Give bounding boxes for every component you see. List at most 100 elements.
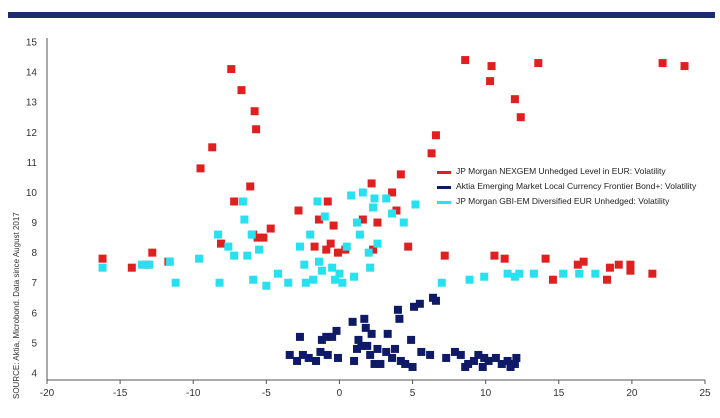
point-series-2 [382, 347, 391, 356]
top-accent-bar [8, 12, 715, 18]
y-tick-label: 14 [26, 68, 38, 79]
point-series-3 [165, 257, 174, 266]
point-series-1 [461, 56, 470, 65]
legend-swatch [437, 171, 451, 174]
point-series-1 [98, 254, 107, 263]
legend-swatch [437, 201, 451, 204]
point-series-2 [484, 356, 493, 365]
point-series-2 [464, 359, 473, 368]
point-series-3 [238, 197, 247, 206]
point-series-3 [240, 215, 249, 224]
x-tick-label: 25 [699, 388, 711, 399]
point-series-1 [310, 242, 319, 251]
point-series-3 [300, 260, 309, 269]
point-series-1 [266, 224, 275, 233]
point-series-1 [217, 239, 226, 248]
point-series-2 [408, 362, 417, 371]
x-tick-label: 15 [553, 388, 565, 399]
point-series-2 [357, 341, 366, 350]
x-tick-label: -15 [113, 388, 128, 399]
point-series-1 [440, 251, 449, 260]
point-series-2 [497, 359, 506, 368]
point-series-1 [500, 254, 509, 263]
point-series-3 [255, 245, 264, 254]
x-tick-label: -10 [186, 388, 201, 399]
point-series-2 [293, 356, 302, 365]
point-series-1 [246, 182, 255, 191]
point-series-3 [274, 269, 283, 278]
point-series-1 [579, 257, 588, 266]
point-series-2 [361, 323, 370, 332]
point-series-3 [317, 266, 326, 275]
point-series-2 [333, 353, 342, 362]
x-tick-label: -20 [40, 388, 55, 399]
point-series-3 [510, 272, 519, 281]
y-tick-label: 8 [31, 248, 37, 259]
point-series-1 [369, 245, 378, 254]
point-series-3 [98, 263, 107, 272]
point-series-1 [680, 62, 689, 71]
point-series-2 [407, 335, 416, 344]
point-series-1 [367, 179, 376, 188]
y-ticks: 4 5 6 7 8 9 10 11 12 13 14 15 [26, 38, 38, 380]
point-series-2 [332, 326, 341, 335]
point-series-3 [591, 269, 600, 278]
point-series-2 [393, 305, 402, 314]
point-series-3 [145, 260, 154, 269]
y-tick-label: 6 [31, 308, 37, 319]
point-series-1 [404, 242, 413, 251]
point-series-3 [373, 239, 382, 248]
point-series-1 [237, 86, 246, 95]
point-series-2 [506, 362, 515, 371]
y-tick-label: 13 [26, 98, 38, 109]
point-series-3 [575, 269, 584, 278]
point-series-1 [510, 95, 519, 104]
point-series-2 [360, 314, 369, 323]
x-ticks: -20 -15 -10 -5 0 5 10 15 20 25 [40, 380, 711, 399]
point-series-2 [401, 359, 410, 368]
point-series-1 [323, 197, 332, 206]
point-series-2 [312, 356, 321, 365]
point-series-1 [490, 251, 499, 260]
point-series-2 [426, 350, 435, 359]
x-tick-label: 5 [410, 388, 416, 399]
point-series-3 [338, 278, 347, 287]
point-series-3 [331, 275, 340, 284]
point-series-1 [314, 215, 323, 224]
point-series-3 [342, 242, 351, 251]
point-series-3 [328, 263, 337, 272]
point-series-1 [614, 260, 623, 269]
point-series-2 [295, 332, 304, 341]
point-series-2 [370, 359, 379, 368]
point-series-3 [243, 251, 252, 260]
point-series-2 [298, 350, 307, 359]
legend: JP Morgan NEXGEM Unhedged Level in EUR: … [432, 160, 702, 210]
point-series-3 [314, 257, 323, 266]
point-series-3 [503, 269, 512, 278]
point-series-2 [474, 350, 483, 359]
point-series-1 [227, 65, 236, 74]
point-series-3 [214, 230, 223, 239]
point-series-3 [437, 278, 446, 287]
point-series-1 [250, 107, 259, 116]
point-series-2 [450, 347, 459, 356]
point-series-1 [253, 233, 262, 242]
y-tick-label: 12 [26, 128, 38, 139]
point-series-1 [605, 263, 614, 272]
point-series-2 [317, 335, 326, 344]
y-tick-label: 11 [27, 158, 38, 169]
x-tick-label: -5 [262, 388, 271, 399]
y-tick-label: 9 [31, 218, 37, 229]
point-series-1 [541, 254, 550, 263]
point-series-1 [388, 188, 397, 197]
y-tick-label: 15 [26, 38, 38, 49]
point-series-3 [138, 260, 147, 269]
point-series-3 [284, 278, 293, 287]
point-series-3 [411, 200, 420, 209]
point-series-3 [370, 194, 379, 203]
point-series-1 [333, 248, 342, 257]
point-series-3 [529, 269, 538, 278]
point-series-3 [247, 230, 256, 239]
point-series-2 [350, 356, 359, 365]
point-series-1 [534, 59, 543, 68]
